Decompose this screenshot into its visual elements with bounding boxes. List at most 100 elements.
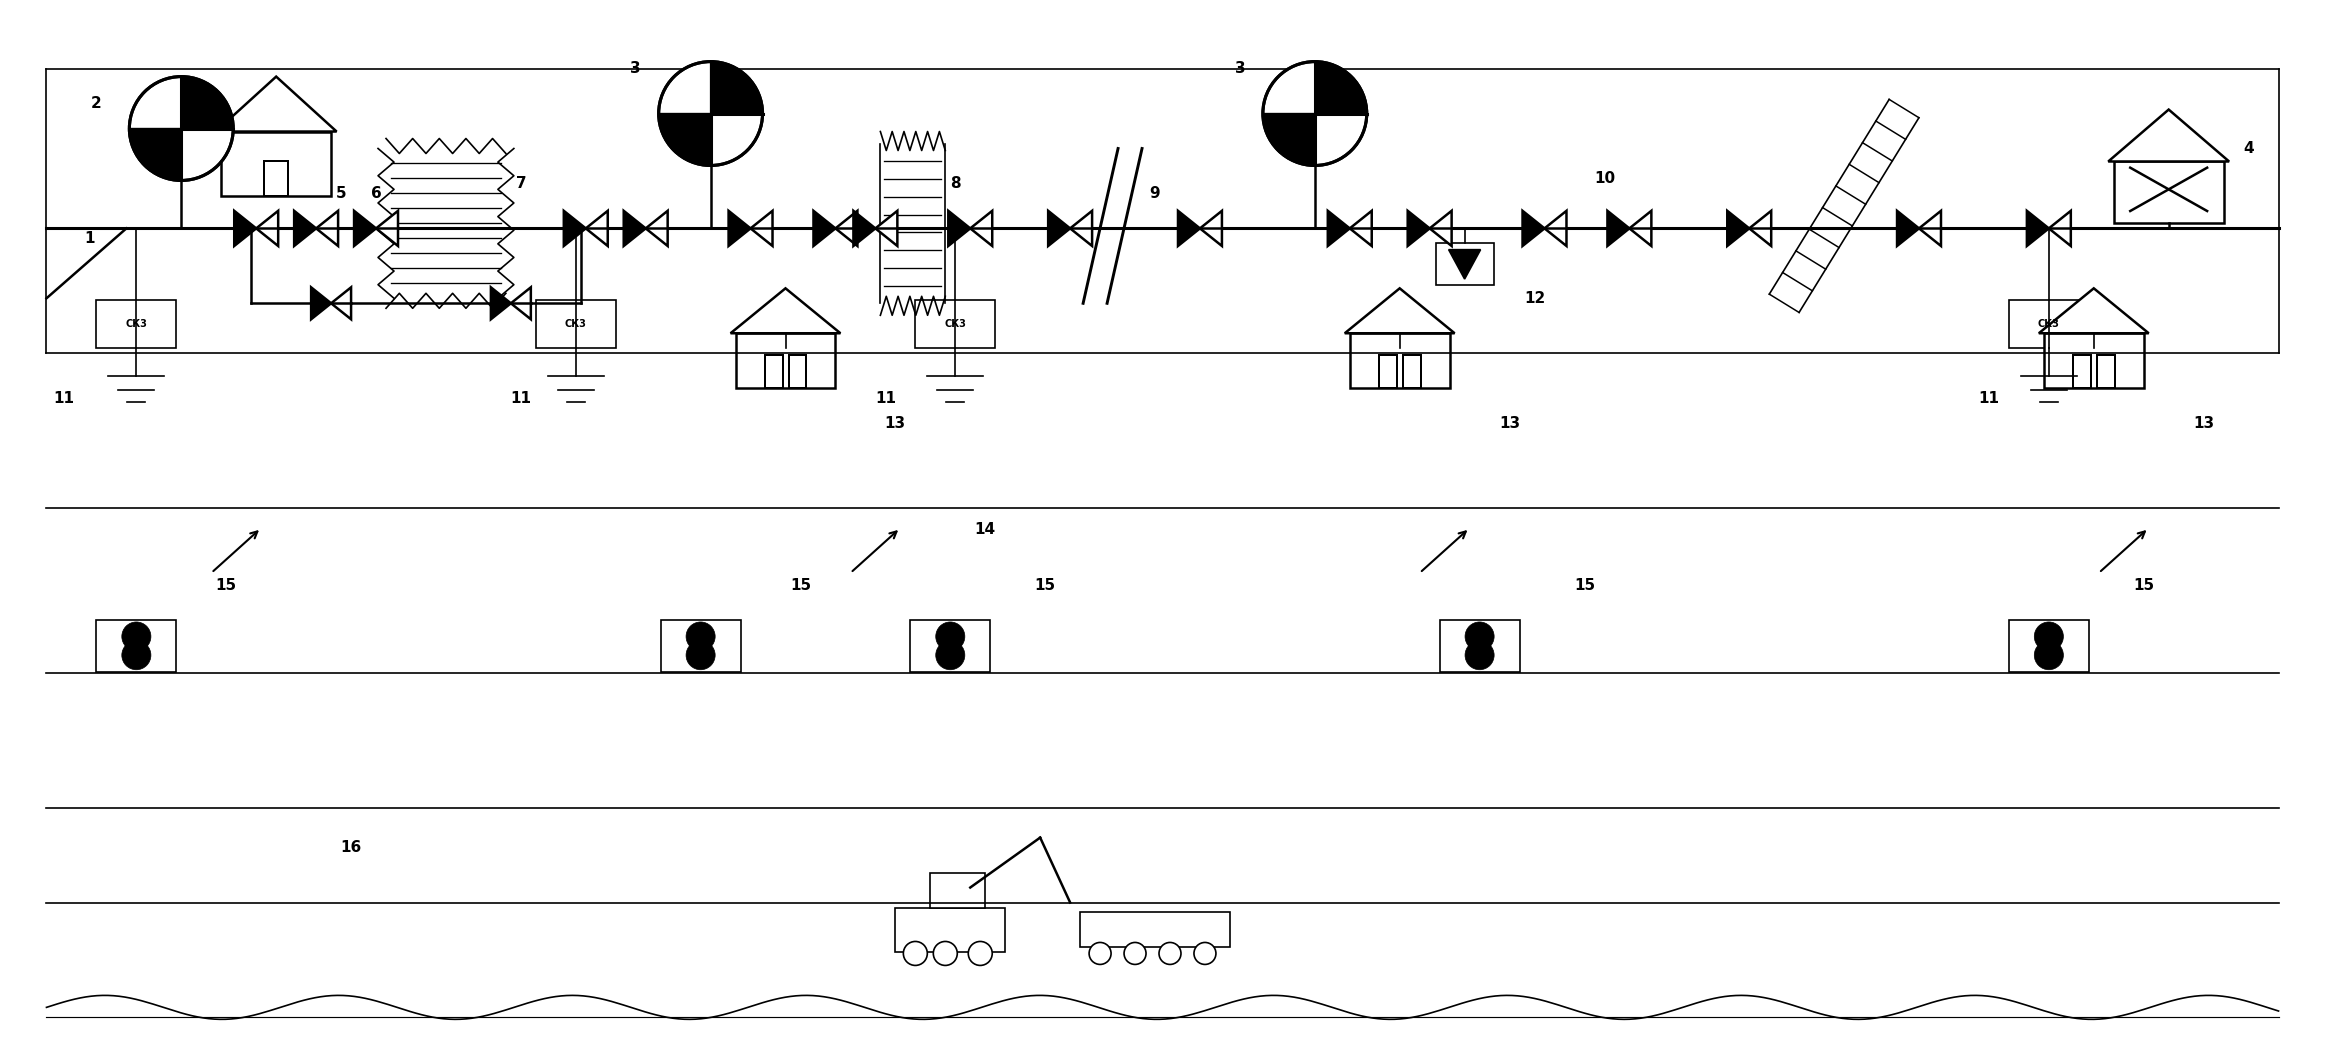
Bar xyxy=(662,620,741,672)
Polygon shape xyxy=(624,211,645,245)
Circle shape xyxy=(2034,622,2064,651)
Polygon shape xyxy=(1545,211,1566,245)
Text: СК3: СК3 xyxy=(945,320,966,329)
Bar xyxy=(535,300,615,348)
Polygon shape xyxy=(1896,211,1919,245)
Bar xyxy=(2008,300,2088,348)
Bar xyxy=(2008,620,2088,672)
Bar xyxy=(2074,355,2090,388)
Text: 14: 14 xyxy=(975,523,996,537)
Polygon shape xyxy=(587,211,608,245)
Circle shape xyxy=(1466,641,1494,670)
Polygon shape xyxy=(1522,211,1545,245)
Polygon shape xyxy=(1349,211,1372,245)
Text: 6: 6 xyxy=(372,186,381,201)
Bar xyxy=(96,620,175,672)
Circle shape xyxy=(1125,943,1146,965)
Text: 10: 10 xyxy=(1595,171,1616,186)
Polygon shape xyxy=(659,113,711,165)
Bar xyxy=(916,300,996,348)
Polygon shape xyxy=(295,211,316,245)
Bar xyxy=(931,873,984,908)
Circle shape xyxy=(659,61,762,165)
Bar xyxy=(895,908,1005,952)
Text: 9: 9 xyxy=(1150,186,1160,201)
Text: 12: 12 xyxy=(1524,291,1545,306)
Text: СК3: СК3 xyxy=(126,320,147,329)
Text: 15: 15 xyxy=(1573,579,1595,594)
Polygon shape xyxy=(729,211,750,245)
Circle shape xyxy=(122,622,152,651)
Polygon shape xyxy=(129,128,182,181)
Polygon shape xyxy=(1407,211,1429,245)
Polygon shape xyxy=(316,211,339,245)
Circle shape xyxy=(1466,622,1494,651)
Polygon shape xyxy=(1749,211,1772,245)
Bar xyxy=(1436,243,1494,286)
Bar xyxy=(1440,620,1520,672)
Polygon shape xyxy=(1314,61,1368,113)
Polygon shape xyxy=(1071,211,1092,245)
Text: 11: 11 xyxy=(1978,390,1999,405)
Polygon shape xyxy=(814,211,835,245)
Polygon shape xyxy=(222,131,332,197)
Polygon shape xyxy=(376,211,397,245)
Polygon shape xyxy=(1047,211,1071,245)
Polygon shape xyxy=(949,211,970,245)
Polygon shape xyxy=(332,288,351,320)
Circle shape xyxy=(2034,641,2064,670)
Text: 2: 2 xyxy=(91,96,103,111)
Bar xyxy=(788,355,807,388)
Bar xyxy=(1403,355,1422,388)
Text: 15: 15 xyxy=(2132,579,2153,594)
Polygon shape xyxy=(1178,211,1199,245)
Polygon shape xyxy=(491,288,512,320)
Text: 15: 15 xyxy=(1036,579,1057,594)
Circle shape xyxy=(935,641,966,670)
Text: 11: 11 xyxy=(54,390,75,405)
Polygon shape xyxy=(874,211,898,245)
Polygon shape xyxy=(2039,289,2149,333)
Polygon shape xyxy=(729,289,839,333)
Polygon shape xyxy=(736,333,835,388)
Text: 11: 11 xyxy=(874,390,895,405)
Text: 1: 1 xyxy=(84,231,94,245)
Polygon shape xyxy=(750,211,772,245)
Polygon shape xyxy=(512,288,531,320)
Polygon shape xyxy=(1344,289,1454,333)
Polygon shape xyxy=(1349,333,1450,388)
Text: 13: 13 xyxy=(884,416,905,431)
Circle shape xyxy=(1195,943,1216,965)
Polygon shape xyxy=(1263,113,1314,165)
Polygon shape xyxy=(1328,211,1349,245)
Text: 13: 13 xyxy=(1499,416,1520,431)
Text: 8: 8 xyxy=(949,176,961,190)
Polygon shape xyxy=(234,211,257,245)
Polygon shape xyxy=(215,76,337,131)
Circle shape xyxy=(902,942,928,966)
Polygon shape xyxy=(835,211,858,245)
Circle shape xyxy=(1263,61,1368,165)
Text: 3: 3 xyxy=(631,61,641,76)
Polygon shape xyxy=(853,211,874,245)
Circle shape xyxy=(122,641,152,670)
Text: 15: 15 xyxy=(790,579,811,594)
Polygon shape xyxy=(711,61,762,113)
Polygon shape xyxy=(1429,211,1452,245)
Text: 7: 7 xyxy=(517,176,526,190)
Polygon shape xyxy=(1199,211,1223,245)
Polygon shape xyxy=(311,288,332,320)
Bar xyxy=(264,161,288,197)
Polygon shape xyxy=(257,211,278,245)
Polygon shape xyxy=(970,211,991,245)
Text: 3: 3 xyxy=(1234,61,1246,76)
Circle shape xyxy=(129,76,234,181)
Polygon shape xyxy=(2043,333,2144,388)
Polygon shape xyxy=(2109,110,2228,162)
Text: 5: 5 xyxy=(337,186,346,201)
Bar xyxy=(1379,355,1396,388)
Text: 11: 11 xyxy=(510,390,531,405)
Circle shape xyxy=(1160,943,1181,965)
Text: СК3: СК3 xyxy=(2039,320,2060,329)
Circle shape xyxy=(935,622,966,651)
